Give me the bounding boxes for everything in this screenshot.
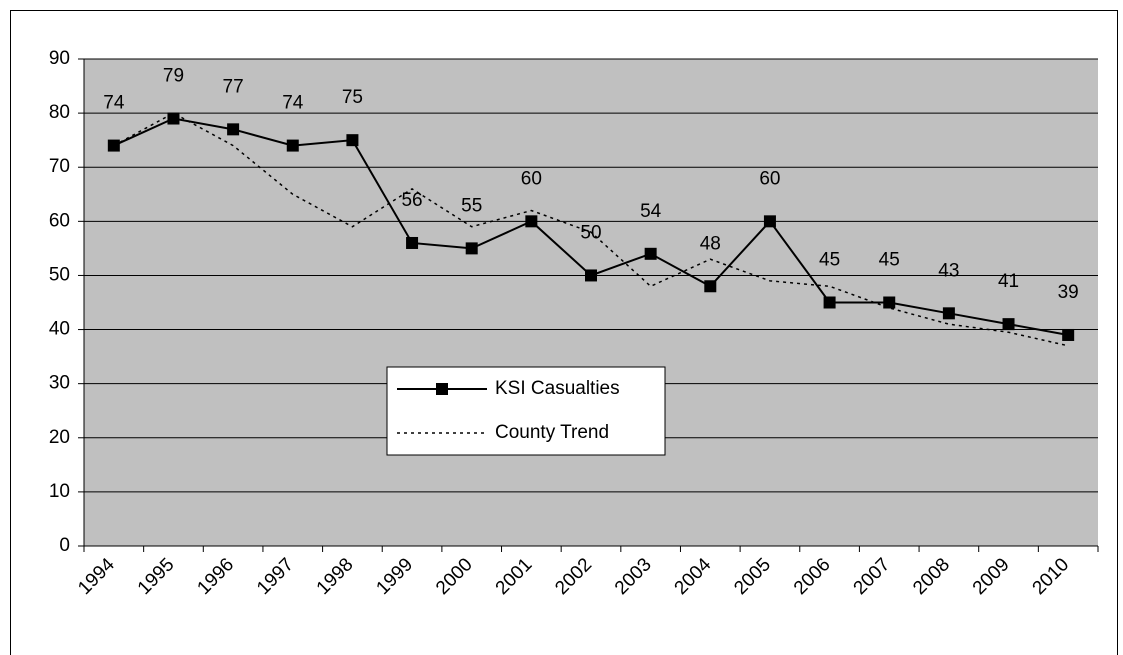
marker <box>644 247 657 260</box>
data-label: 45 <box>819 250 840 271</box>
marker <box>406 236 419 249</box>
plot-area <box>84 59 1098 546</box>
marker <box>286 139 299 152</box>
data-label: 60 <box>759 168 780 189</box>
data-label: 77 <box>223 76 244 97</box>
data-label: 74 <box>282 93 304 114</box>
legend-label: County Trend <box>495 422 609 443</box>
y-tick-label: 90 <box>49 48 70 69</box>
marker <box>763 215 776 228</box>
y-tick-label: 60 <box>49 210 70 231</box>
legend-label: KSI Casualties <box>495 378 620 399</box>
marker <box>227 123 240 136</box>
data-label: 39 <box>1058 282 1079 303</box>
marker <box>823 296 836 309</box>
y-tick-label: 70 <box>49 156 70 177</box>
marker <box>1002 318 1015 331</box>
legend-marker <box>436 383 448 395</box>
marker <box>942 307 955 320</box>
data-label: 48 <box>700 233 721 254</box>
legend <box>386 366 666 456</box>
data-label: 60 <box>521 168 542 189</box>
data-label: 43 <box>938 260 959 281</box>
y-tick-label: 20 <box>49 427 70 448</box>
y-tick-label: 40 <box>49 319 70 340</box>
series-line <box>113 112 1069 347</box>
y-tick-label: 80 <box>49 102 70 123</box>
data-label: 75 <box>342 87 363 108</box>
marker <box>1062 328 1075 341</box>
marker <box>525 215 538 228</box>
data-label: 54 <box>640 201 662 222</box>
marker <box>465 242 478 255</box>
y-tick-label: 50 <box>49 264 70 285</box>
data-label: 41 <box>998 271 1019 292</box>
data-label: 56 <box>401 190 422 211</box>
y-tick-label: 10 <box>49 481 70 502</box>
marker <box>346 134 359 147</box>
data-label: 74 <box>103 93 125 114</box>
y-tick-label: 0 <box>59 535 70 556</box>
data-label: 55 <box>461 195 482 216</box>
data-label: 50 <box>580 222 601 243</box>
marker <box>167 112 180 125</box>
y-tick-label: 30 <box>49 373 70 394</box>
marker <box>704 280 717 293</box>
marker <box>107 139 120 152</box>
data-label: 45 <box>879 250 900 271</box>
marker <box>585 269 597 282</box>
marker <box>883 296 896 309</box>
data-label: 79 <box>163 66 184 87</box>
